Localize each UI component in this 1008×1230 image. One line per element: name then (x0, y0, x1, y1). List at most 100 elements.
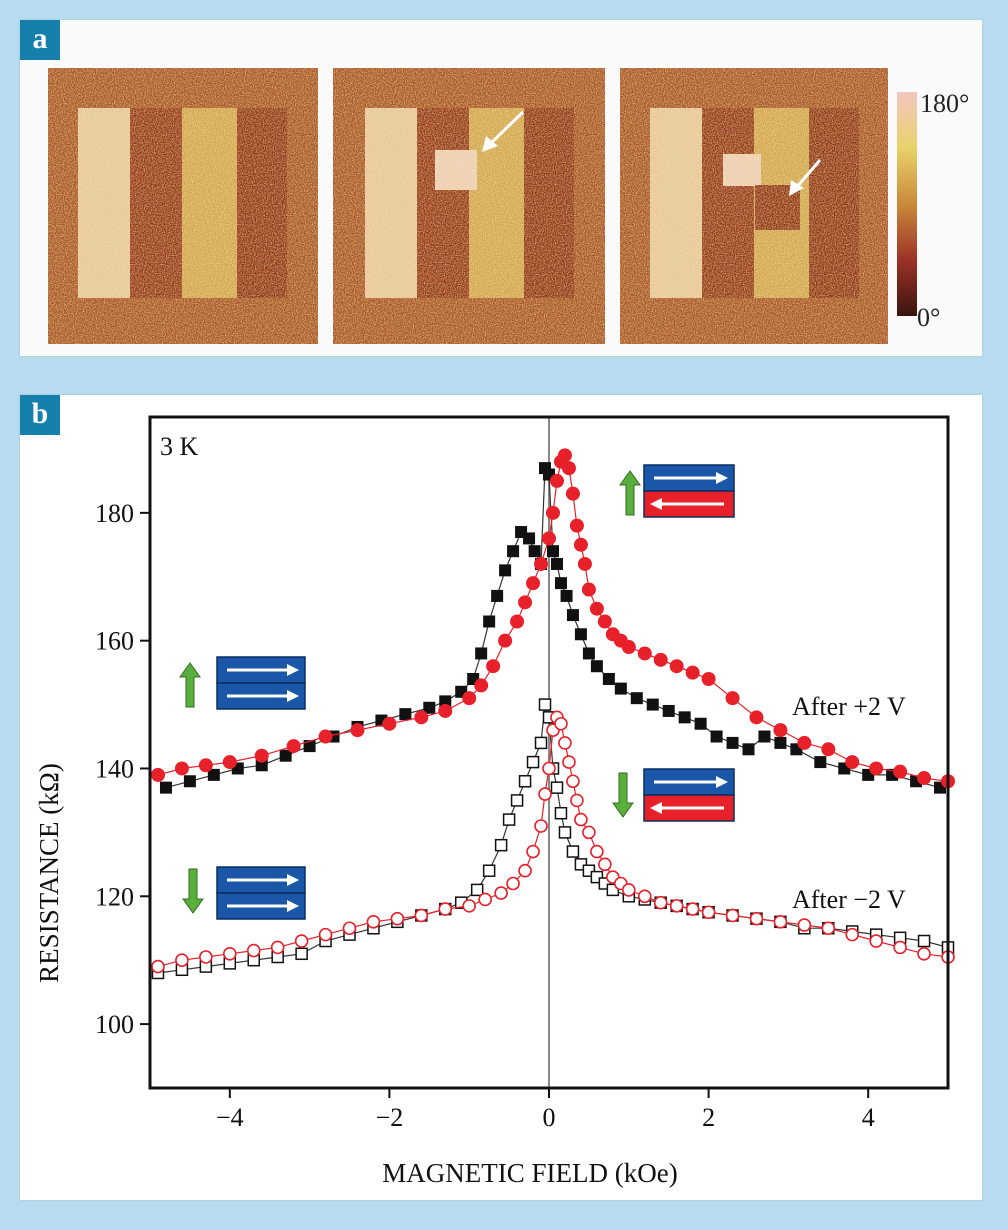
data-point (534, 819, 548, 833)
phase-map-1 (48, 68, 318, 344)
data-point (773, 723, 788, 738)
data-point (222, 755, 237, 770)
data-point (637, 889, 652, 904)
data-point (710, 730, 723, 743)
data-point (198, 758, 213, 773)
data-point (491, 589, 504, 602)
data-point (725, 908, 740, 923)
data-point (637, 646, 652, 661)
data-point (438, 703, 453, 718)
y-tick-label: 140 (95, 754, 134, 783)
data-point (569, 518, 584, 533)
data-point (678, 711, 691, 724)
data-point (821, 921, 836, 936)
data-point (574, 812, 588, 827)
data-point (869, 761, 884, 776)
data-point (701, 905, 716, 920)
data-point (701, 672, 716, 687)
data-point (869, 934, 883, 948)
data-point (554, 806, 568, 820)
data-point (550, 557, 563, 570)
colorbar-min-label: 0° (917, 303, 940, 332)
data-point (662, 704, 675, 717)
data-point (589, 601, 604, 616)
data-point (510, 794, 524, 807)
green-down-arrow-icon (612, 772, 634, 818)
data-point (474, 678, 489, 693)
data-point (560, 589, 573, 602)
data-point (562, 755, 576, 769)
data-point (159, 781, 172, 794)
data-point (150, 767, 165, 782)
data-point (614, 682, 627, 695)
data-point (554, 716, 568, 731)
data-point (685, 902, 700, 916)
data-point (773, 915, 788, 929)
green-down-arrow-icon (182, 868, 204, 914)
data-point (669, 659, 684, 674)
data-point (483, 615, 496, 628)
data-point (574, 628, 587, 641)
data-point (439, 695, 452, 708)
data-point (742, 743, 755, 756)
data-point (725, 691, 740, 706)
annotation-after-plus-2v: After +2 V (792, 692, 906, 721)
data-point (199, 950, 213, 964)
colorbar (897, 92, 917, 316)
data-point (621, 640, 636, 655)
resistance-chart: −4 −2 0 2 4 100 120 140 160 180 3 K After +2 V Af… (34, 415, 955, 1188)
data-point (518, 595, 533, 610)
data-point (917, 946, 931, 961)
data-point (646, 698, 659, 711)
data-point (538, 787, 552, 801)
data-point (174, 761, 189, 776)
antiparallel-magnetization-icon (643, 464, 735, 518)
panel-b-letter: b (20, 395, 60, 435)
data-point (917, 771, 932, 786)
arrow-pointer-1 (488, 110, 525, 146)
data-point (566, 609, 579, 622)
data-point (797, 735, 812, 750)
data-point (318, 927, 333, 942)
data-point (566, 845, 580, 858)
panel-a-letter: a (20, 20, 60, 60)
data-point (534, 736, 548, 750)
data-point (506, 876, 520, 891)
data-point (582, 825, 596, 840)
data-point (653, 895, 668, 910)
plot-frame (148, 415, 950, 1090)
data-point (845, 755, 860, 770)
x-tick-label: 0 (543, 1103, 556, 1132)
data-point (470, 883, 484, 897)
data-point (478, 892, 492, 907)
data-point (542, 531, 556, 546)
data-point (286, 739, 301, 754)
data-point (486, 659, 501, 674)
data-point (570, 793, 584, 808)
data-point (694, 717, 707, 730)
data-point (498, 633, 513, 648)
data-point (566, 774, 580, 789)
antiparallel-magnetization-icon (643, 768, 735, 822)
annotation-after-minus-2v: After −2 V (792, 885, 906, 914)
temperature-label: 3 K (160, 432, 199, 461)
x-tick-label: 2 (702, 1103, 715, 1132)
data-point (621, 883, 636, 897)
data-point (542, 761, 556, 776)
data-point (342, 921, 357, 936)
data-point (726, 736, 739, 749)
parallel-magnetization-icon (216, 866, 306, 920)
data-point (183, 775, 196, 788)
data-point (350, 723, 365, 738)
data-point (507, 545, 520, 558)
data-point (366, 915, 381, 929)
panel-a: a (20, 20, 982, 356)
data-point (318, 729, 333, 744)
y-tick-label: 160 (95, 627, 134, 656)
data-point (207, 768, 220, 781)
x-tick-label: −2 (376, 1103, 404, 1132)
data-point (494, 886, 508, 900)
y-tick-label: 120 (95, 882, 134, 911)
data-point (494, 838, 508, 852)
data-point (382, 716, 397, 731)
